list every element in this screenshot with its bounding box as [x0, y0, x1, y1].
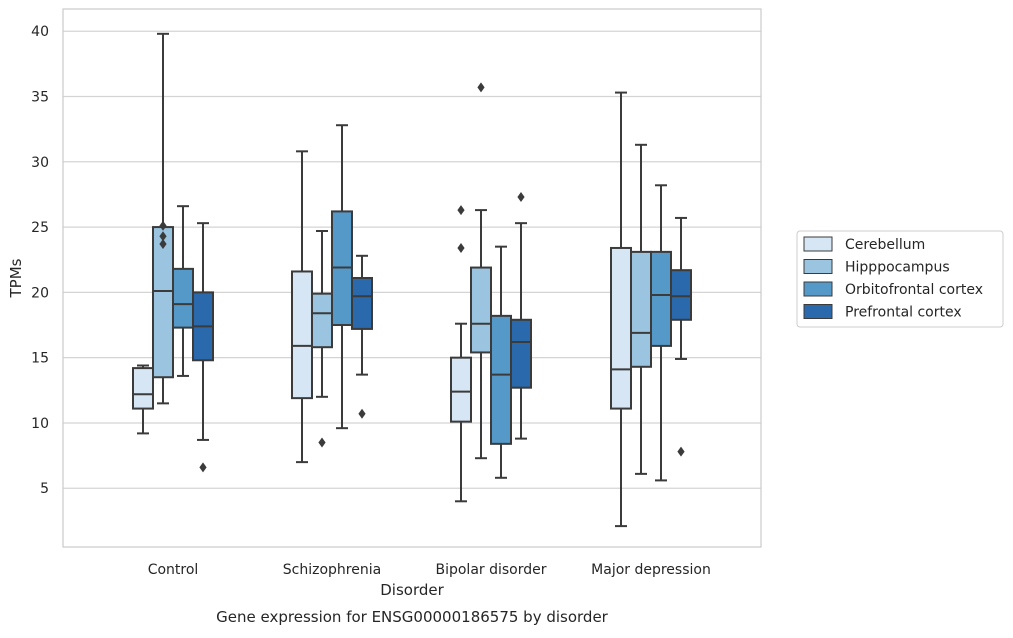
x-tick-label: Schizophrenia: [283, 562, 381, 578]
box-orbitofrontal-cortex-2: [490, 245, 512, 479]
x-tick-label: Bipolar disorder: [435, 562, 546, 578]
box-hipppocampus-2: [470, 82, 492, 460]
box-orbitofrontal-cortex-1: [331, 124, 353, 430]
y-tick-label: 20: [31, 285, 49, 301]
box-body: [510, 318, 532, 389]
box-body: [630, 250, 652, 368]
legend-swatch: [803, 281, 833, 297]
box-cerebellum-2: [450, 205, 472, 503]
outlier-point: [318, 437, 326, 448]
box-body: [490, 314, 512, 445]
box-body: [670, 269, 692, 321]
box-prefrontal-cortex-0: [192, 222, 214, 473]
outlier-point: [517, 192, 525, 203]
legend-label: Prefrontal cortex: [845, 305, 962, 321]
x-tick-label: Control: [148, 562, 199, 578]
y-tick-label: 10: [31, 416, 49, 432]
legend-swatch: [803, 259, 833, 274]
x-axis-label: Disorder: [380, 581, 444, 599]
legend-items: Cerebellum Hipppocampus Orbitofrontal cort…: [803, 236, 983, 321]
y-tick-label: 25: [31, 220, 49, 236]
box-orbitofrontal-cortex-0: [172, 205, 194, 377]
box-body: [610, 246, 632, 410]
box-cerebellum-0: [132, 364, 154, 435]
box-hipppocampus-0: [152, 32, 174, 405]
legend: Cerebellum Hipppocampus Orbitofrontal cort…: [796, 230, 1004, 328]
chart-title: Gene expression for ENSG00000186575 by d…: [216, 608, 609, 626]
legend-swatch: [803, 236, 833, 252]
box-prefrontal-cortex-1: [351, 254, 373, 419]
box-prefrontal-cortex-3: [670, 216, 692, 457]
legend-swatch: [803, 304, 833, 319]
box-body: [132, 367, 154, 410]
legend-label: Cerebellum: [845, 237, 925, 253]
y-tick-label: 40: [31, 24, 49, 40]
box-body: [470, 266, 492, 354]
box-cerebellum-3: [610, 91, 632, 528]
y-tick-labels: 5 10 15 20 25 30 35 40: [31, 24, 49, 497]
outlier-point: [677, 446, 685, 457]
box-body: [152, 226, 174, 379]
box-body: [650, 250, 672, 347]
outlier-point: [457, 205, 465, 216]
plot-frame: [62, 8, 762, 548]
box-cerebellum-1: [291, 150, 313, 464]
box-body: [291, 270, 313, 400]
box-orbitofrontal-cortex-3: [650, 184, 672, 482]
box-body: [172, 267, 194, 329]
outlier-point: [199, 462, 207, 473]
y-tick-label: 15: [31, 351, 49, 367]
outlier-point: [159, 220, 167, 231]
box-body: [351, 277, 373, 330]
y-tick-label: 35: [31, 89, 49, 105]
box-body: [450, 356, 472, 423]
legend-label: Orbitofrontal cortex: [845, 282, 983, 298]
outlier-point: [159, 239, 167, 250]
x-tick-label: Major depression: [591, 562, 711, 578]
y-axis-label: TPMs: [7, 258, 25, 298]
outlier-point: [477, 82, 485, 93]
outlier-point: [159, 231, 167, 242]
legend-label: Hipppocampus: [845, 260, 950, 276]
box-body: [311, 292, 333, 349]
legend-frame: [796, 230, 1004, 328]
outlier-point: [358, 408, 366, 419]
box-layer: [132, 32, 692, 528]
box-hipppocampus-1: [311, 229, 333, 448]
y-tick-label: 5: [40, 481, 49, 497]
y-tick-label: 30: [31, 155, 49, 171]
box-prefrontal-cortex-2: [510, 192, 532, 440]
box-hipppocampus-3: [630, 143, 652, 475]
x-tick-labels: Control Schizophrenia Bipolar disorder Majo…: [148, 562, 711, 578]
outlier-point: [457, 242, 465, 253]
